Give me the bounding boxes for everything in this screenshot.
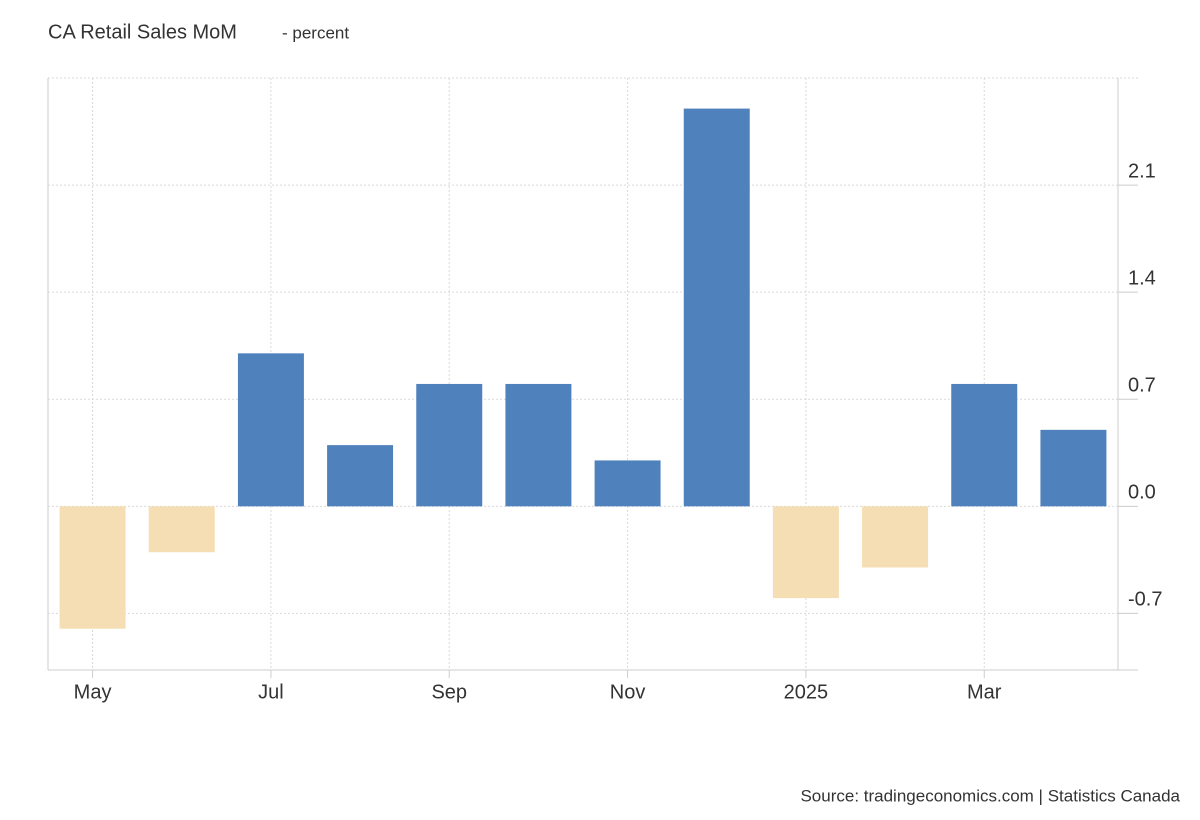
y-tick-label: -0.7 bbox=[1128, 589, 1162, 611]
bar bbox=[237, 353, 304, 507]
source-note: Source: tradingeconomics.com | Statistic… bbox=[800, 786, 1180, 805]
bar bbox=[59, 506, 126, 629]
x-tick-label: May bbox=[74, 681, 112, 703]
bar bbox=[683, 108, 750, 507]
y-tick-label: 0.0 bbox=[1128, 482, 1156, 504]
y-tick-label: 1.4 bbox=[1128, 267, 1156, 289]
bar bbox=[594, 460, 661, 507]
chart-subtitle: - percent bbox=[282, 23, 349, 42]
x-tick-label: Jul bbox=[258, 681, 284, 703]
bar bbox=[1040, 429, 1107, 507]
bar bbox=[862, 506, 929, 568]
y-tick-label: 0.7 bbox=[1128, 375, 1156, 397]
x-tick-label: 2025 bbox=[784, 681, 829, 703]
bar bbox=[505, 383, 572, 507]
bar bbox=[951, 383, 1018, 507]
x-tick-label: Sep bbox=[431, 681, 467, 703]
bar bbox=[416, 383, 483, 507]
x-tick-label: Nov bbox=[610, 681, 646, 703]
chart-title: CA Retail Sales MoM bbox=[48, 21, 237, 43]
y-tick-label: 2.1 bbox=[1128, 160, 1156, 182]
bar bbox=[772, 506, 839, 599]
bar bbox=[148, 506, 215, 553]
bar bbox=[327, 445, 394, 507]
x-tick-label: Mar bbox=[967, 681, 1002, 703]
